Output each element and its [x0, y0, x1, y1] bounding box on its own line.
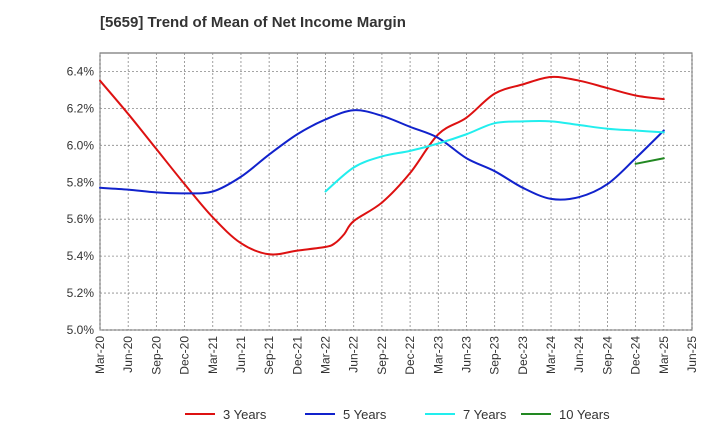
x-tick-label: Dec-24 [629, 336, 643, 375]
legend: 3 Years 5 Years 7 Years 10 Years [185, 407, 610, 422]
x-tick-label: Sep-23 [488, 336, 502, 375]
x-tick-label: Dec-20 [178, 336, 192, 375]
chart-title: [5659] Trend of Mean of Net Income Margi… [100, 14, 406, 31]
legend-label-5-years: 5 Years [343, 407, 387, 422]
x-tick-label: Jun-21 [234, 336, 248, 373]
x-tick-label: Sep-24 [600, 336, 614, 375]
y-tick-label: 5.4% [67, 249, 95, 263]
x-tick-label: Jun-23 [459, 336, 473, 373]
x-tick-label: Jun-24 [572, 336, 586, 373]
x-tick-label: Dec-23 [516, 336, 530, 375]
x-tick-label: Mar-25 [657, 336, 671, 374]
y-tick-label: 5.0% [67, 323, 95, 337]
series-layer [99, 75, 665, 256]
series-line-10-years [634, 157, 665, 165]
legend-label-10-years: 10 Years [559, 407, 610, 422]
grid-layer [99, 52, 693, 331]
x-tick-label: Mar-20 [93, 336, 107, 374]
legend-label-3-years: 3 Years [223, 407, 267, 422]
x-tick-label: Mar-23 [431, 336, 445, 374]
y-tick-label: 5.6% [67, 212, 95, 226]
x-tick-label: Jun-25 [685, 336, 699, 373]
x-tick-label: Sep-22 [375, 336, 389, 375]
y-tick-label: 6.2% [67, 101, 95, 115]
axis-layer: 5.0% 5.2% 5.4% 5.6% 5.8% 6.0% 6.2% 6.4% Mar-20 Ju… [67, 64, 699, 374]
series-line-7-years [324, 119, 665, 193]
x-tick-label: Sep-21 [262, 336, 276, 375]
series-line-5-years [99, 109, 665, 201]
y-tick-label: 5.2% [67, 286, 95, 300]
plot-area [99, 52, 693, 331]
legend-label-7-years: 7 Years [463, 407, 507, 422]
x-tick-label: Dec-21 [290, 336, 304, 375]
x-tick-label: Jun-20 [121, 336, 135, 373]
x-tick-label: Mar-21 [206, 336, 220, 374]
x-tick-label: Dec-22 [403, 336, 417, 375]
y-tick-label: 6.0% [67, 138, 95, 152]
x-tick-label: Mar-22 [319, 336, 333, 374]
series-line-3-years [99, 75, 665, 256]
y-tick-label: 6.4% [67, 64, 95, 78]
x-tick-label: Mar-24 [544, 336, 558, 374]
y-tick-label: 5.8% [67, 175, 95, 189]
x-tick-label: Jun-22 [347, 336, 361, 373]
x-tick-label: Sep-20 [149, 336, 163, 375]
